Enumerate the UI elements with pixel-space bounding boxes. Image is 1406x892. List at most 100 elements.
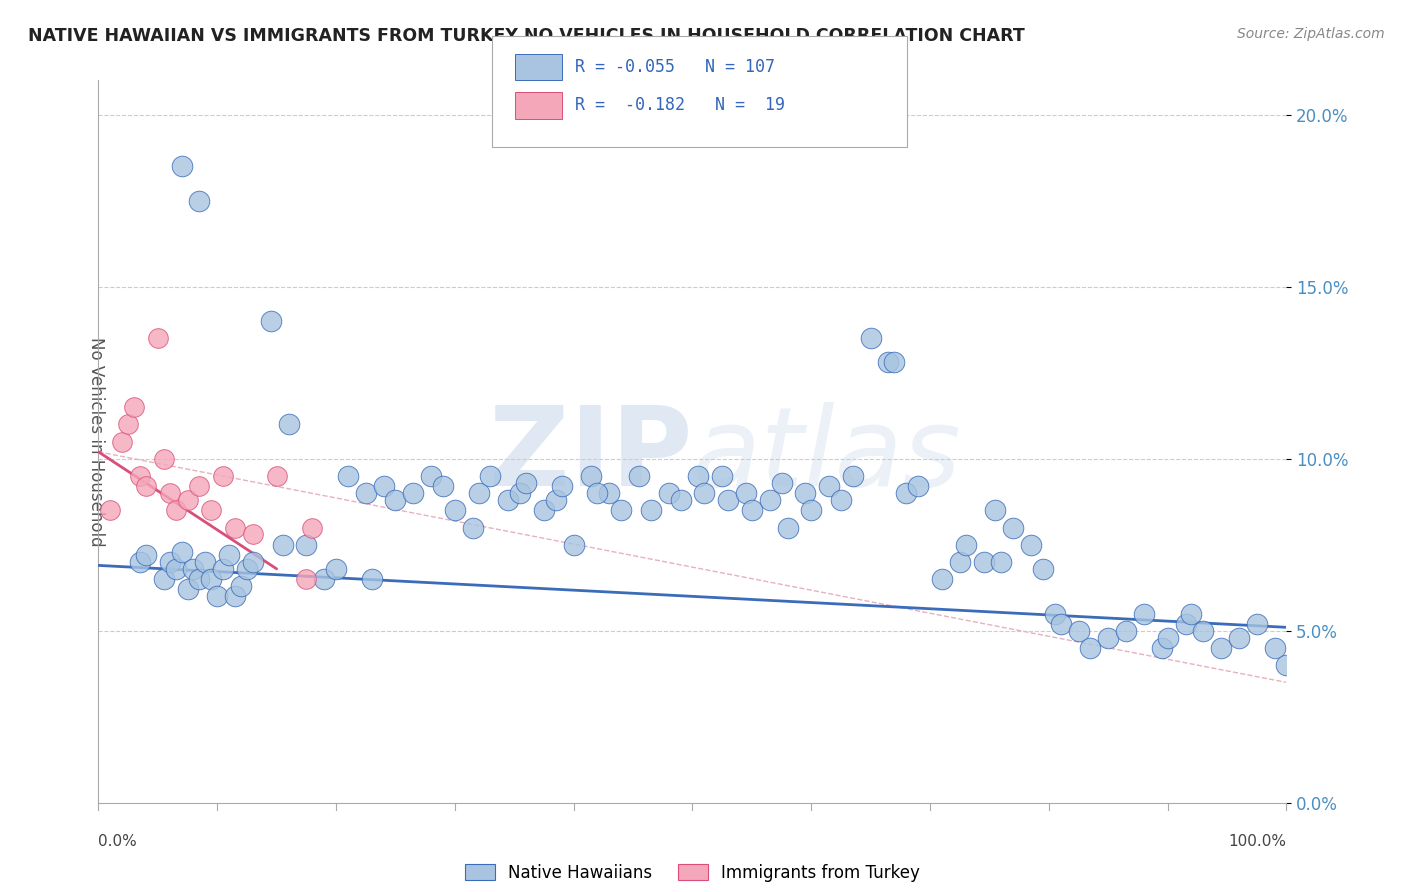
Point (360, 572, 382, 586)
Point (1264, 640, 1286, 655)
Text: 0.0%: 0.0% (98, 834, 138, 849)
Point (794, 486, 817, 500)
Y-axis label: No Vehicles in Household: No Vehicles in Household (87, 336, 105, 547)
Point (314, 572, 336, 586)
Text: ZIP: ZIP (489, 402, 692, 509)
Point (354, 486, 377, 500)
Point (1049, 616, 1071, 631)
Text: NATIVE HAWAIIAN VS IMMIGRANTS FROM TURKEY NO VEHICLES IN HOUSEHOLD CORRELATION C: NATIVE HAWAIIAN VS IMMIGRANTS FROM TURKE… (28, 27, 1025, 45)
Point (931, 572, 953, 586)
Text: atlas: atlas (692, 402, 962, 509)
Point (224, 590, 246, 604)
Point (229, 579, 252, 593)
Point (461, 520, 484, 534)
Point (586, 486, 609, 500)
Point (581, 469, 603, 483)
Point (176, 582, 198, 597)
Point (949, 555, 972, 569)
Point (658, 486, 681, 500)
Point (200, 572, 222, 586)
Point (735, 486, 758, 500)
Point (129, 555, 152, 569)
Point (176, 493, 198, 508)
Point (260, 314, 283, 328)
Point (212, 469, 235, 483)
Point (170, 544, 193, 558)
Point (515, 475, 537, 490)
Point (498, 493, 520, 508)
Point (159, 555, 181, 569)
Point (610, 503, 633, 517)
Legend: Native Hawaiians, Immigrants from Turkey: Native Hawaiians, Immigrants from Turkey (458, 857, 927, 888)
Point (152, 572, 174, 586)
Point (188, 572, 211, 586)
Point (135, 479, 157, 493)
Text: Source: ZipAtlas.com: Source: ZipAtlas.com (1237, 27, 1385, 41)
Point (1211, 640, 1233, 655)
Point (1174, 616, 1197, 631)
Point (1002, 520, 1025, 534)
Point (688, 469, 710, 483)
Point (973, 555, 995, 569)
Point (1275, 658, 1298, 673)
Point (711, 469, 734, 483)
Point (205, 590, 228, 604)
Point (551, 479, 574, 493)
Point (242, 555, 264, 569)
Point (277, 417, 299, 432)
Point (129, 469, 152, 483)
Point (373, 479, 395, 493)
Text: R =  -0.182   N =  19: R = -0.182 N = 19 (575, 96, 785, 114)
Point (776, 520, 799, 534)
Point (212, 562, 235, 576)
Point (384, 493, 406, 508)
Point (907, 479, 929, 493)
Point (295, 572, 318, 586)
Point (188, 194, 211, 208)
Point (336, 469, 359, 483)
Point (627, 469, 650, 483)
Point (325, 562, 347, 576)
Point (266, 469, 288, 483)
Point (877, 355, 900, 369)
Point (479, 469, 502, 483)
Point (301, 520, 323, 534)
Point (1067, 624, 1090, 638)
Point (236, 562, 259, 576)
Point (146, 331, 169, 345)
Point (800, 503, 823, 517)
Point (1115, 624, 1137, 638)
Point (170, 159, 193, 173)
Point (693, 486, 716, 500)
Point (562, 538, 585, 552)
Point (152, 451, 174, 466)
Point (295, 538, 318, 552)
Point (183, 562, 205, 576)
Point (122, 400, 145, 414)
Point (859, 331, 882, 345)
Point (1227, 631, 1250, 645)
Point (467, 486, 489, 500)
Point (165, 503, 187, 517)
Point (509, 486, 531, 500)
Point (188, 479, 211, 493)
Point (598, 486, 620, 500)
Point (990, 555, 1012, 569)
Point (758, 493, 780, 508)
Point (1019, 538, 1042, 552)
Point (402, 486, 425, 500)
Text: 100.0%: 100.0% (1229, 834, 1286, 849)
Text: R = -0.055   N = 107: R = -0.055 N = 107 (575, 58, 775, 76)
Point (896, 486, 918, 500)
Point (741, 503, 763, 517)
Point (1133, 607, 1156, 621)
Point (770, 475, 793, 490)
Point (242, 527, 264, 541)
Point (444, 503, 467, 517)
Point (717, 493, 740, 508)
Point (1080, 640, 1102, 655)
Point (955, 538, 977, 552)
Point (1180, 607, 1202, 621)
Point (669, 493, 692, 508)
Point (135, 548, 157, 562)
